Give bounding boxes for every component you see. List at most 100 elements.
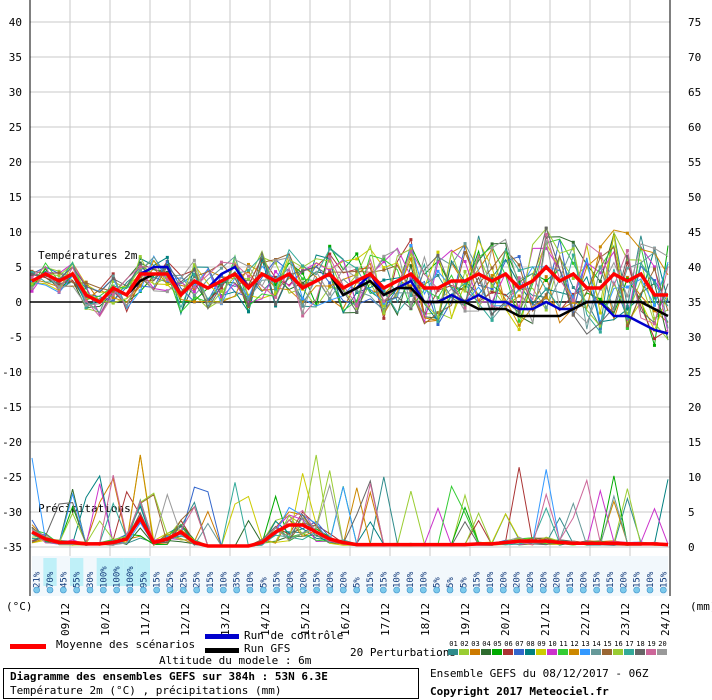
precip-drop-icon	[100, 586, 107, 594]
perturbation-marker	[301, 277, 305, 281]
perturbation-marker	[247, 310, 251, 314]
perturbation-marker	[490, 304, 494, 308]
perturbation-marker	[490, 266, 494, 270]
perturbation-marker	[517, 319, 521, 323]
perturbation-marker	[247, 300, 251, 304]
perturbation-marker	[517, 310, 521, 314]
perturbation-marker	[301, 297, 305, 301]
perturbation-legend-swatch	[624, 649, 634, 655]
perturbation-marker	[463, 284, 467, 288]
precip-drop-icon	[300, 586, 307, 594]
precip-drop-icon	[180, 586, 187, 594]
left-tick-label: 5	[15, 261, 22, 274]
probability-label: 20%	[539, 571, 549, 588]
probability-label: 20%	[339, 571, 349, 588]
perturbation-marker	[463, 269, 467, 273]
probability-label: 10%	[486, 571, 496, 588]
perturbation-marker	[544, 296, 548, 300]
perturbation-marker	[409, 249, 413, 253]
perturbation-marker	[490, 290, 494, 294]
probability-label: 20%	[286, 571, 296, 588]
legend-mean-swatch	[10, 644, 46, 649]
perturbation-marker	[57, 274, 61, 278]
perturbation-marker	[274, 287, 278, 291]
perturbation-marker	[490, 275, 494, 279]
perturbation-legend-swatch	[646, 649, 656, 655]
gfs-run-line	[31, 272, 669, 318]
perturbation-marker	[652, 337, 656, 341]
probability-label: 20%	[619, 571, 629, 588]
perturbation-legend-swatch	[613, 649, 623, 655]
perturbation-marker	[247, 274, 251, 278]
precip-drop-icon	[193, 586, 200, 594]
perturbation-marker	[625, 326, 629, 330]
perturbation-marker	[84, 303, 88, 307]
perturbation-marker	[544, 232, 548, 236]
perturbation-marker	[517, 280, 521, 284]
perturbation-marker	[652, 265, 656, 269]
left-tick-label: 10	[9, 226, 22, 239]
perturbation-marker	[382, 254, 386, 258]
perturbation-marker	[84, 299, 88, 303]
perturbation-marker	[247, 297, 251, 301]
perturbation-marker	[571, 240, 575, 244]
perturbation-marker	[544, 306, 548, 310]
perturbation-marker	[111, 279, 115, 283]
precip-drop-icon	[393, 586, 400, 594]
probability-label: 100%	[113, 566, 123, 588]
precip-drop-icon	[446, 586, 454, 594]
legend-mean-label: Moyenne des scénarios	[56, 638, 196, 651]
perturbation-legend-swatch	[525, 649, 535, 655]
perturbation-legend-item: 14	[591, 640, 602, 655]
perturbation-marker	[382, 278, 386, 282]
perturbation-marker	[57, 271, 61, 275]
perturbation-marker	[436, 250, 440, 254]
perturbation-marker	[409, 284, 413, 288]
perturbation-temperature-line	[31, 243, 669, 325]
probability-label: 10%	[219, 571, 229, 588]
perturbation-marker	[355, 252, 359, 256]
right-tick-label: 70	[688, 51, 701, 64]
perturbation-legend-swatch	[558, 649, 568, 655]
perturbation-marker	[463, 250, 467, 254]
perturbation-marker	[274, 261, 278, 265]
right-tick-label: 25	[688, 366, 701, 379]
perturbation-marker	[165, 255, 169, 259]
probability-label: 15%	[379, 571, 389, 588]
perturbation-marker	[84, 281, 88, 285]
right-tick-label: 75	[688, 16, 701, 29]
legend-control-label: Run de contrôle	[244, 629, 344, 642]
perturbation-marker	[355, 257, 359, 261]
perturbation-marker	[517, 328, 521, 332]
perturbation-marker	[111, 289, 115, 293]
perturbation-marker	[625, 254, 629, 258]
perturbation-marker	[463, 303, 467, 307]
left-tick-label: -5	[9, 331, 22, 344]
legend-gfs-label: Run GFS	[244, 642, 291, 655]
probability-label: 10%	[406, 571, 416, 588]
perturbation-marker	[328, 296, 332, 300]
date-label: 19/12	[459, 603, 472, 636]
perturbation-marker	[301, 269, 305, 273]
perturbation-marker	[490, 246, 494, 250]
perturbation-marker	[409, 275, 413, 279]
perturbation-legend-swatch	[580, 649, 590, 655]
right-tick-label: 0	[688, 541, 695, 554]
perturbation-marker	[652, 246, 656, 250]
right-tick-label: 30	[688, 331, 701, 344]
probability-label: 20%	[579, 571, 589, 588]
probability-label: 5%	[446, 577, 456, 588]
perturbation-marker	[382, 299, 386, 303]
perturbation-marker	[274, 292, 278, 296]
probability-label: 15%	[366, 571, 376, 588]
perturbation-legend-item: 09	[536, 640, 547, 655]
precip-drop-icon	[660, 586, 667, 594]
left-tick-label: -15	[2, 401, 22, 414]
perturbation-legend-swatch	[514, 649, 524, 655]
perturbation-marker	[409, 294, 413, 298]
perturbation-marker	[301, 281, 305, 285]
perturbation-marker	[625, 285, 629, 289]
perturbation-marker	[571, 295, 575, 299]
perturbation-marker	[652, 267, 656, 271]
perturbation-marker	[192, 300, 196, 304]
